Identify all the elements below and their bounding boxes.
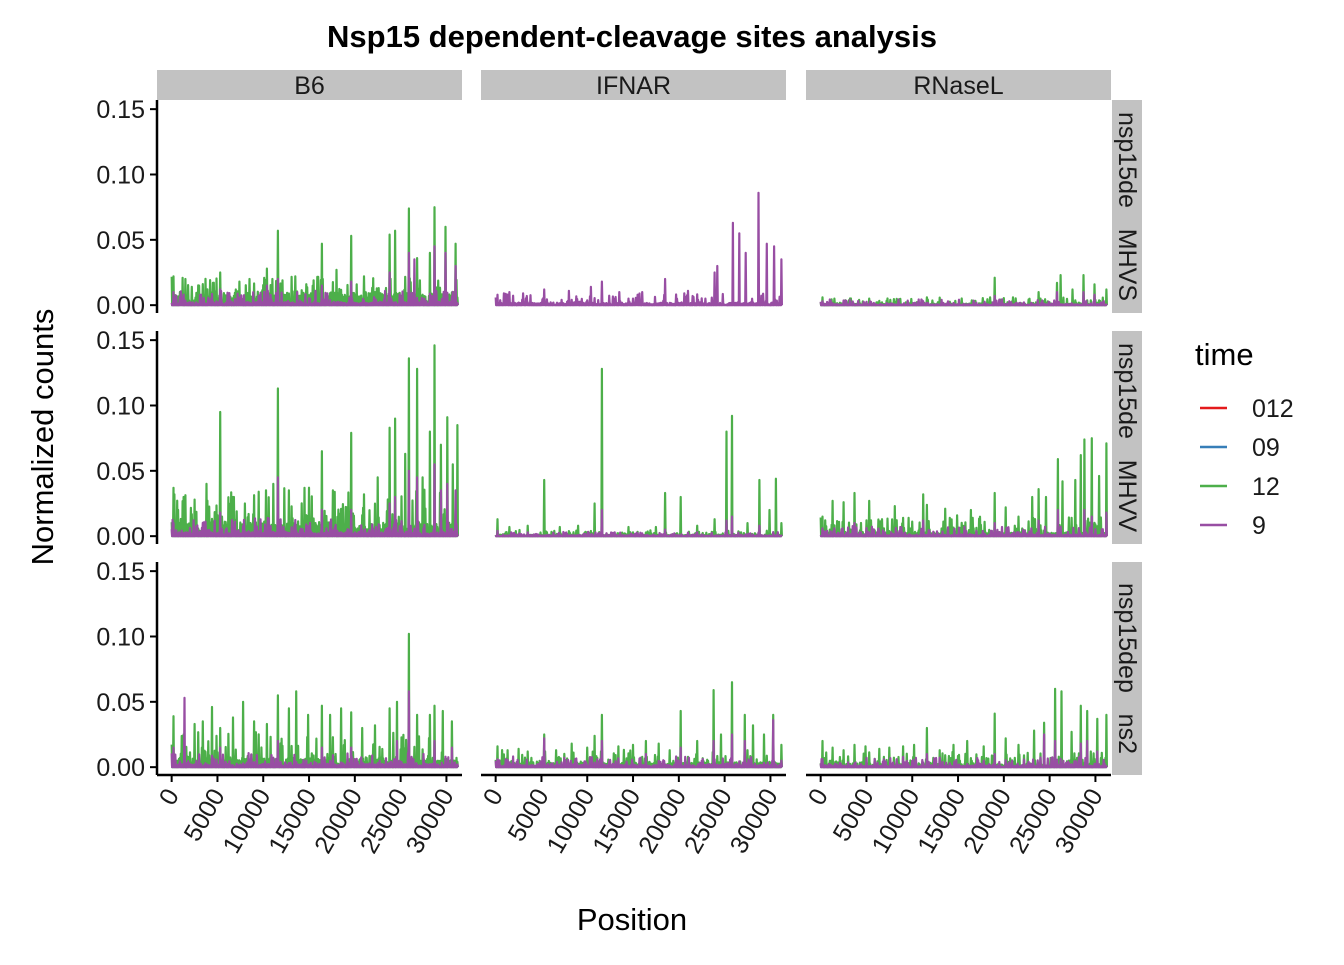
row-strip-0 — [1112, 100, 1142, 313]
row-strip-1 — [1112, 331, 1142, 544]
row-strip-label-group: nsp15de MHVV — [1113, 343, 1141, 532]
x-tick-label: 0 — [154, 784, 185, 810]
panel-rnasel-row-2 — [819, 687, 1108, 769]
y-axis-title: Normalized counts — [25, 309, 60, 566]
chart-title: Nsp15 dependent-cleavage sites analysis — [327, 19, 937, 54]
series-line-9 — [170, 690, 459, 769]
facet-strip-ifnar — [481, 70, 786, 100]
legend: time 012 09 12 9 — [1195, 337, 1294, 540]
series-line-9 — [170, 245, 459, 307]
series-line-12 — [494, 367, 783, 538]
series-line-9 — [170, 463, 459, 538]
row-strip-2 — [1112, 562, 1142, 775]
x-tick-label: 30000 — [725, 784, 784, 858]
row-strip-label-group: nsp15de MHVS — [1113, 112, 1141, 301]
facet-strip-label: RNaseL — [913, 72, 1003, 100]
series-line-9 — [819, 291, 1108, 307]
y-tick-label: 0.15 — [96, 327, 145, 355]
legend-entry: 9 — [1200, 512, 1266, 540]
legend-entry-label: 9 — [1252, 512, 1266, 540]
facet-strip-label: B6 — [294, 72, 325, 100]
series-line-12 — [819, 687, 1108, 769]
panels-layer: B6 IFNAR RNaseL nsp15de MHVS nsp15de MHVV nsp… — [96, 70, 1142, 858]
facet-strip-rnasel — [806, 70, 1111, 100]
y-tick-label: 0.10 — [96, 392, 145, 420]
row-strip-label: nsp15de MHVV — [1113, 343, 1141, 532]
series-line-9 — [494, 191, 783, 307]
x-axis-title: Position — [577, 902, 687, 937]
panel-b6-row-2 — [170, 632, 459, 769]
panel-rnasel-row-1 — [819, 437, 1109, 538]
facet-strip-label: IFNAR — [596, 72, 671, 100]
panel-b6-row-1 — [170, 344, 459, 538]
row-strip-label: nsp15de MHVS — [1113, 112, 1141, 301]
facet-strip-b6 — [157, 70, 462, 100]
x-tick-label: 0 — [803, 784, 834, 810]
y-tick-label: 0.10 — [96, 623, 145, 651]
panel-ifnar-row-2 — [494, 681, 783, 769]
y-tick-label: 0.00 — [96, 292, 145, 320]
row-strip-label: nsp15dep ns2 — [1113, 583, 1141, 754]
panel-b6-row-0 — [170, 206, 459, 307]
series-line-9 — [819, 733, 1108, 769]
y-tick-label: 0.15 — [96, 96, 145, 124]
series-line-12 — [494, 681, 783, 769]
x-tick-label: 30000 — [1050, 784, 1109, 858]
y-tick-label: 0.00 — [96, 523, 145, 551]
y-tick-label: 0.00 — [96, 754, 145, 782]
legend-entry: 09 — [1200, 434, 1280, 462]
y-tick-label: 0.10 — [96, 161, 145, 189]
series-line-12 — [819, 274, 1108, 307]
series-line-12 — [819, 437, 1109, 538]
y-tick-label: 0.15 — [96, 558, 145, 586]
legend-entry: 012 — [1200, 395, 1294, 423]
panel-rnasel-row-0 — [819, 274, 1108, 307]
series-line-12 — [170, 632, 459, 769]
legend-entry-label: 012 — [1252, 395, 1294, 423]
panel-ifnar-row-0 — [494, 191, 783, 307]
series-line-9 — [494, 508, 783, 538]
series-line-9 — [819, 508, 1108, 538]
legend-entry-label: 12 — [1252, 473, 1280, 501]
series-line-12 — [170, 344, 459, 538]
y-axis: 0.00 0.05 0.10 0.15 — [96, 558, 159, 782]
x-tick-label: 30000 — [401, 784, 460, 858]
x-tick-label: 0 — [478, 784, 509, 810]
legend-entry-label: 09 — [1252, 434, 1280, 462]
y-tick-label: 0.05 — [96, 458, 145, 486]
panel-ifnar-row-1 — [494, 367, 783, 538]
y-tick-label: 0.05 — [96, 689, 145, 717]
legend-entry: 12 — [1200, 473, 1280, 501]
series-line-9 — [494, 718, 783, 769]
y-tick-label: 0.05 — [96, 227, 145, 255]
legend-title: time — [1195, 337, 1254, 372]
y-axis: 0.00 0.05 0.10 0.15 — [96, 96, 159, 320]
legend-entries: 012 09 12 9 — [1200, 395, 1294, 540]
y-axis: 0.00 0.05 0.10 0.15 — [96, 327, 159, 551]
row-strip-label-group: nsp15dep ns2 — [1113, 583, 1141, 754]
